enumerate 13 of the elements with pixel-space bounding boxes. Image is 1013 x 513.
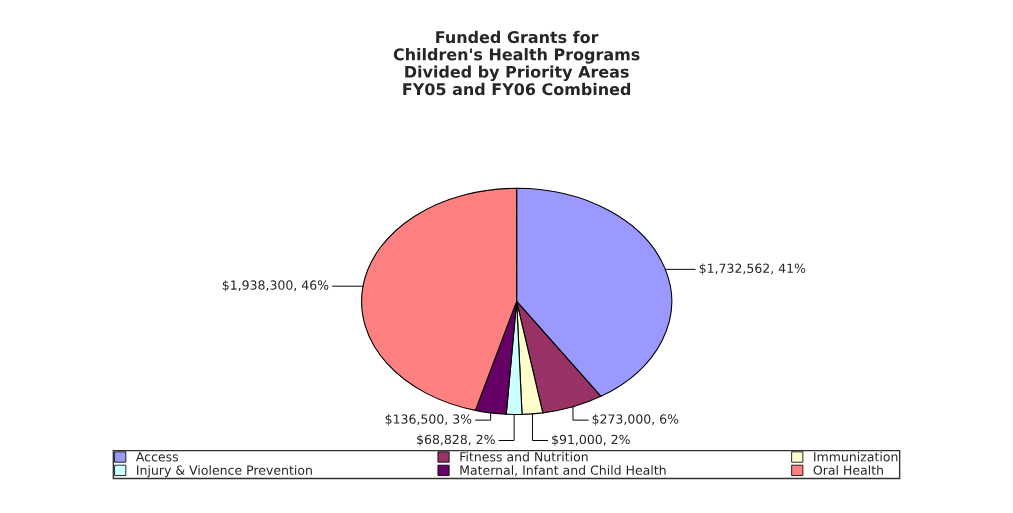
legend-label: Injury & Violence Prevention bbox=[137, 465, 312, 478]
data-label: $68,828, 2% bbox=[417, 434, 495, 446]
data-label: $1,732,562, 41% bbox=[699, 263, 806, 275]
data-label: $1,938,300, 46% bbox=[222, 280, 329, 292]
legend-label: Fitness and Nutrition bbox=[460, 451, 588, 462]
legend-label: Access bbox=[135, 452, 179, 462]
legend-label: Maternal, Infant and Child Health bbox=[460, 465, 666, 477]
data-label: $273,000, 6% bbox=[592, 414, 679, 426]
chart-title: Funded Grants for Children's Health Programs Divided by Priority Areas FY05 and FY06 Combined bbox=[393, 30, 640, 96]
legend-label: Immunization bbox=[814, 451, 898, 462]
data-label: $91,000, 2% bbox=[552, 434, 630, 446]
data-label: $136,500, 3% bbox=[385, 414, 472, 426]
legend-label: Oral Health bbox=[813, 465, 883, 475]
